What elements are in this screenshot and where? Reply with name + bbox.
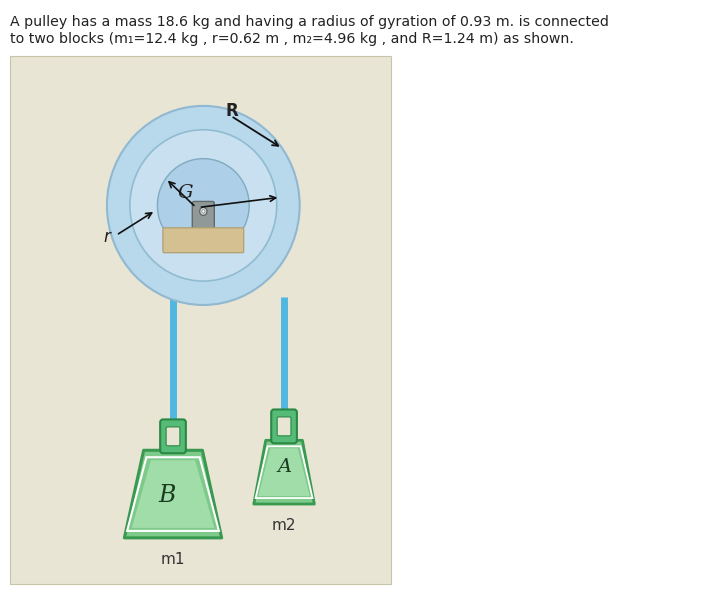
Text: A: A: [277, 458, 291, 476]
FancyBboxPatch shape: [192, 202, 214, 231]
Text: R: R: [225, 102, 238, 120]
Text: to two blocks (m₁=12.4 kg , r=0.62 m , m₂=4.96 kg , and R=1.24 m) as shown.: to two blocks (m₁=12.4 kg , r=0.62 m , m…: [10, 32, 574, 46]
Polygon shape: [258, 448, 310, 496]
Text: G: G: [177, 184, 192, 202]
FancyBboxPatch shape: [277, 417, 291, 436]
Ellipse shape: [130, 130, 277, 281]
FancyBboxPatch shape: [160, 419, 186, 453]
Text: B: B: [159, 484, 176, 508]
Polygon shape: [132, 461, 214, 528]
Polygon shape: [253, 440, 315, 504]
Ellipse shape: [158, 159, 249, 252]
Ellipse shape: [107, 106, 300, 305]
Text: m1: m1: [160, 552, 185, 567]
FancyBboxPatch shape: [163, 228, 244, 253]
Ellipse shape: [200, 208, 207, 215]
Polygon shape: [124, 450, 222, 538]
Text: A pulley has a mass 18.6 kg and having a radius of gyration of 0.93 m. is connec: A pulley has a mass 18.6 kg and having a…: [10, 15, 608, 29]
FancyBboxPatch shape: [166, 427, 180, 446]
Bar: [10, 56, 390, 584]
Text: m2: m2: [272, 518, 296, 533]
Text: r: r: [104, 228, 110, 246]
Ellipse shape: [202, 209, 205, 213]
FancyBboxPatch shape: [271, 409, 297, 443]
